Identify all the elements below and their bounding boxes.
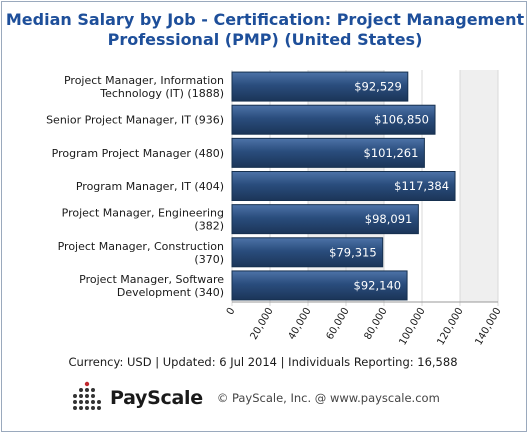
bar xyxy=(231,171,456,201)
bar-value-label: $106,850 xyxy=(374,113,429,127)
category-label: Project Manager, Information Technology (… xyxy=(64,74,224,100)
bar-value-label: $92,529 xyxy=(354,80,402,94)
payscale-logo-icon xyxy=(73,381,101,410)
bar-value-label: $92,140 xyxy=(354,278,402,292)
x-tick-label: 60,000 xyxy=(325,306,352,342)
bar-value-label: $101,261 xyxy=(364,146,419,160)
category-label: Project Manager, Software Development (34… xyxy=(79,273,224,299)
footer-info: Currency: USD | Updated: 6 Jul 2014 | In… xyxy=(68,355,458,369)
category-label: Project Manager, Engineering (382) xyxy=(62,207,224,233)
bar xyxy=(231,270,408,301)
copyright-link[interactable]: © PayScale, Inc. @ www.payscale.com xyxy=(216,391,440,405)
shaded-band xyxy=(460,70,498,302)
x-tick-label: 120,000 xyxy=(435,306,465,347)
bar-value-label: $79,315 xyxy=(329,245,377,259)
bar xyxy=(231,237,384,268)
x-tick-label: 20,000 xyxy=(249,306,276,342)
x-tick-label: 0 xyxy=(225,306,238,317)
brand-area: PayScale © PayScale, Inc. @ www.payscale… xyxy=(70,378,440,418)
x-tick-label: 140,000 xyxy=(473,306,503,347)
chart-title: Median Salary by Job - Certification: Pr… xyxy=(5,10,525,49)
category-label: Program Project Manager (480) xyxy=(52,147,224,160)
category-label: Program Manager, IT (404) xyxy=(76,180,224,193)
bar xyxy=(231,71,409,102)
x-tick-label: 40,000 xyxy=(287,306,314,342)
brand-name: PayScale xyxy=(110,387,203,409)
bar xyxy=(231,104,436,135)
bar xyxy=(231,204,419,235)
x-tick-label: 80,000 xyxy=(363,306,390,342)
bar-value-label: $117,384 xyxy=(394,179,449,193)
category-label: Senior Project Manager, IT (936) xyxy=(46,114,224,127)
bar-value-label: $98,091 xyxy=(365,212,413,226)
x-tick-label: 100,000 xyxy=(397,306,427,347)
bar xyxy=(231,137,425,168)
category-label: Project Manager, Construction (370) xyxy=(58,240,224,266)
